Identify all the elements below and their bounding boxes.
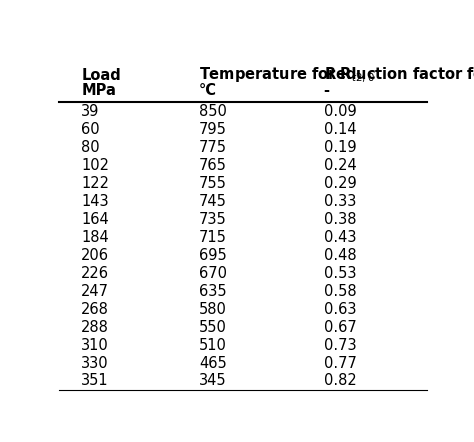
Text: 765: 765: [199, 158, 227, 173]
Text: 122: 122: [82, 176, 109, 191]
Text: 850: 850: [199, 104, 227, 119]
Text: 0.53: 0.53: [324, 266, 356, 281]
Text: °C: °C: [199, 83, 217, 98]
Text: 775: 775: [199, 140, 227, 155]
Text: 0.29: 0.29: [324, 176, 356, 191]
Text: 164: 164: [82, 212, 109, 227]
Text: 695: 695: [199, 248, 227, 263]
Text: 0.63: 0.63: [324, 301, 356, 316]
Text: 0.43: 0.43: [324, 230, 356, 245]
Text: 226: 226: [82, 266, 109, 281]
Text: 0.14: 0.14: [324, 122, 356, 137]
Text: 0.24: 0.24: [324, 158, 356, 173]
Text: 465: 465: [199, 355, 227, 370]
Text: 670: 670: [199, 266, 227, 281]
Text: 735: 735: [199, 212, 227, 227]
Text: 351: 351: [82, 373, 109, 389]
Text: MPa: MPa: [82, 83, 116, 98]
Text: 247: 247: [82, 284, 109, 299]
Text: 330: 330: [82, 355, 109, 370]
Text: 0.67: 0.67: [324, 320, 356, 335]
Text: 268: 268: [82, 301, 109, 316]
Text: Reduction factor for R$_{t2,0}$: Reduction factor for R$_{t2,0}$: [324, 65, 474, 85]
Text: 0.33: 0.33: [324, 194, 356, 209]
Text: 345: 345: [199, 373, 227, 389]
Text: 0.09: 0.09: [324, 104, 356, 119]
Text: 580: 580: [199, 301, 227, 316]
Text: Temperature for R$_{t2,0}$: Temperature for R$_{t2,0}$: [199, 65, 375, 85]
Text: 0.73: 0.73: [324, 338, 356, 353]
Text: 0.19: 0.19: [324, 140, 356, 155]
Text: 80: 80: [82, 140, 100, 155]
Text: Load: Load: [82, 68, 121, 83]
Text: 184: 184: [82, 230, 109, 245]
Text: -: -: [324, 83, 330, 98]
Text: 550: 550: [199, 320, 227, 335]
Text: 39: 39: [82, 104, 100, 119]
Text: 0.82: 0.82: [324, 373, 356, 389]
Text: 795: 795: [199, 122, 227, 137]
Text: 206: 206: [82, 248, 109, 263]
Text: 755: 755: [199, 176, 227, 191]
Text: 0.48: 0.48: [324, 248, 356, 263]
Text: 288: 288: [82, 320, 109, 335]
Text: 143: 143: [82, 194, 109, 209]
Text: 0.77: 0.77: [324, 355, 356, 370]
Text: 510: 510: [199, 338, 227, 353]
Text: 745: 745: [199, 194, 227, 209]
Text: 102: 102: [82, 158, 109, 173]
Text: 715: 715: [199, 230, 227, 245]
Text: 0.58: 0.58: [324, 284, 356, 299]
Text: 0.38: 0.38: [324, 212, 356, 227]
Text: 60: 60: [82, 122, 100, 137]
Text: 310: 310: [82, 338, 109, 353]
Text: 635: 635: [199, 284, 227, 299]
